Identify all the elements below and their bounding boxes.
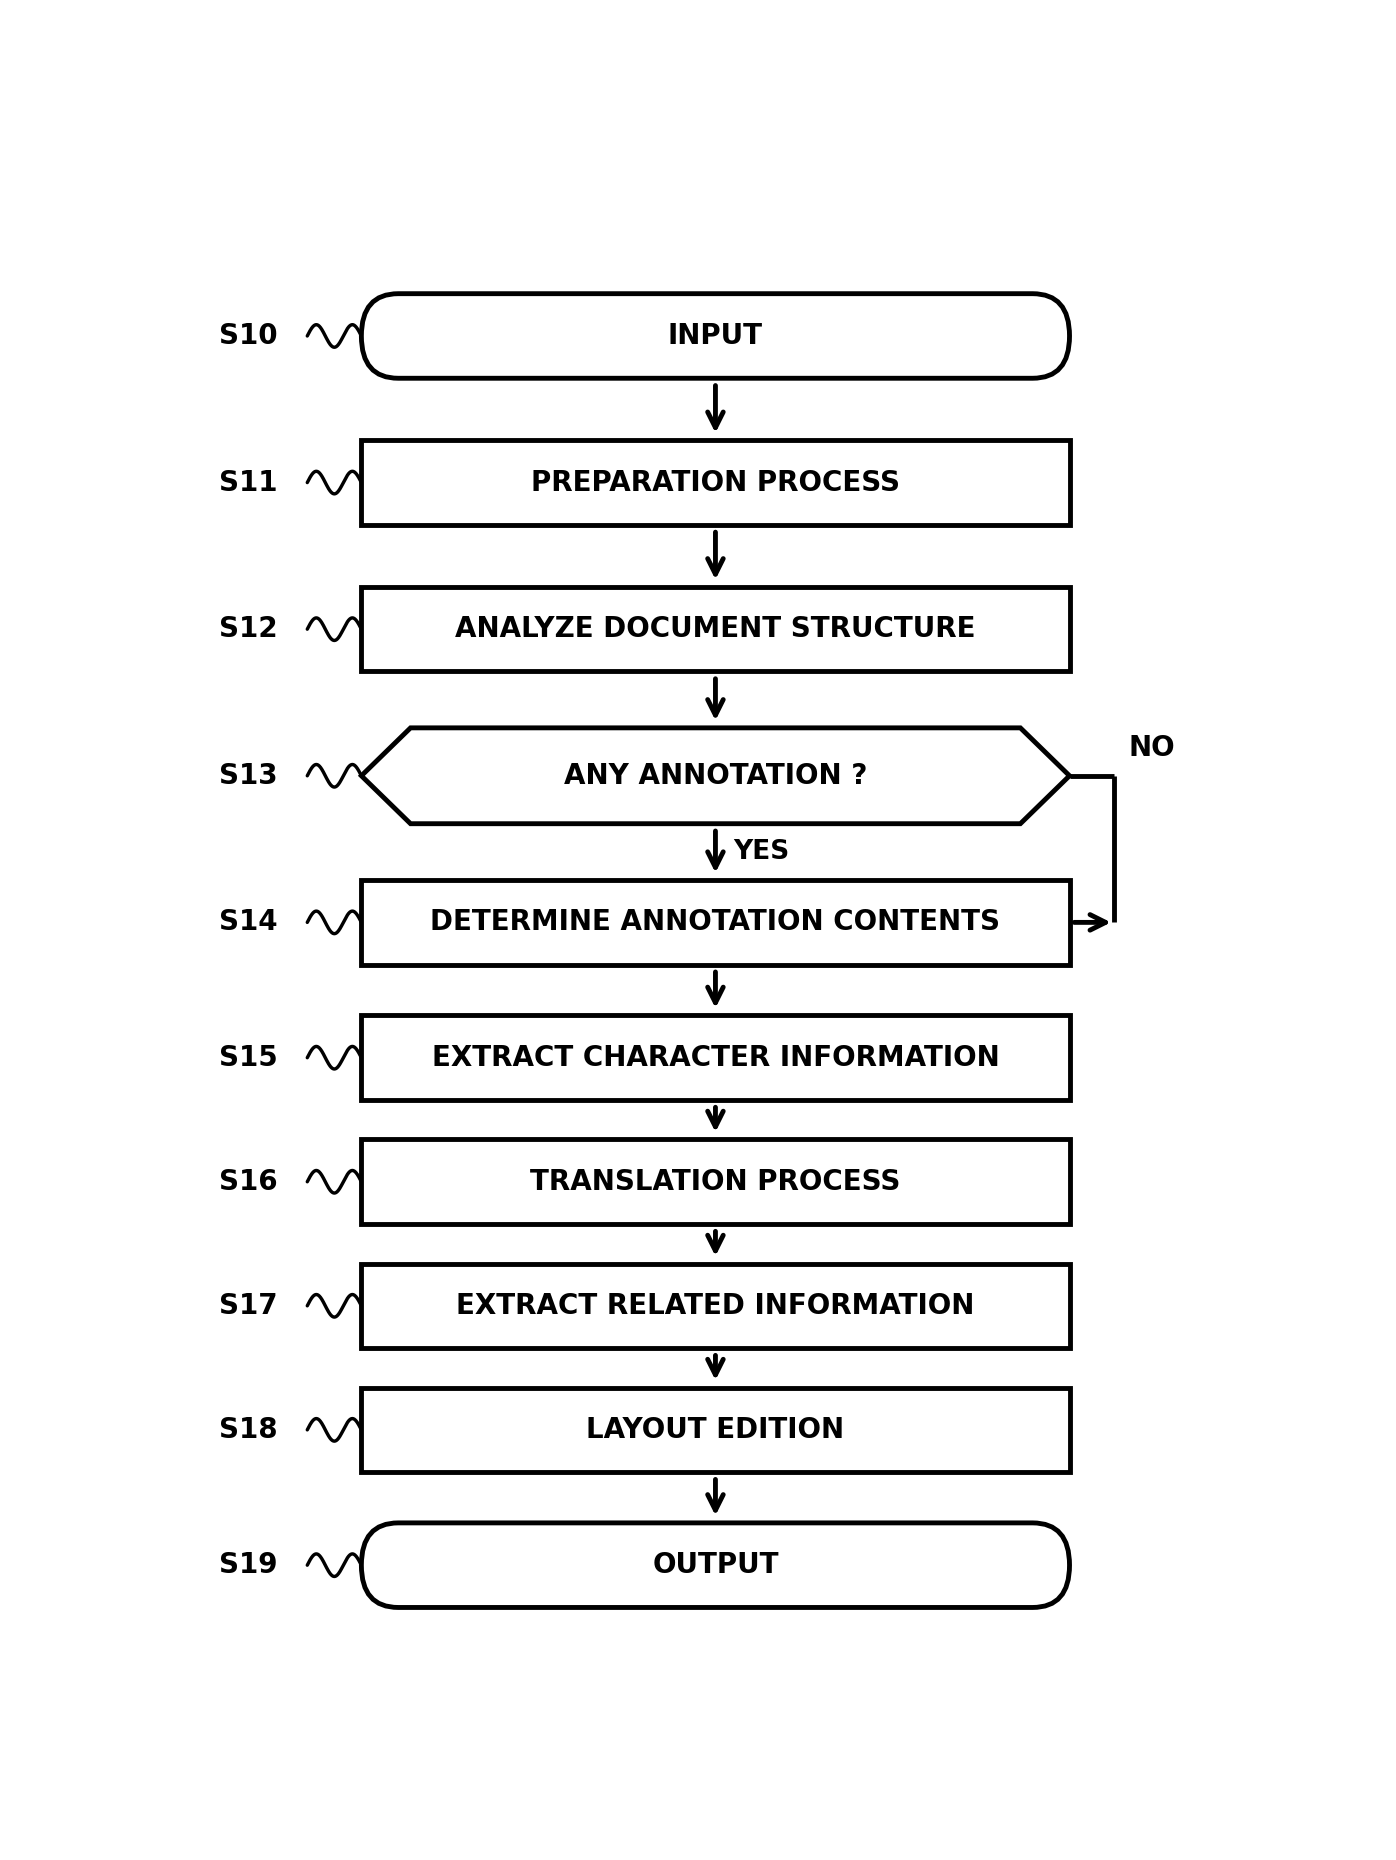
Bar — [362, 1016, 1069, 1099]
Text: DETERMINE ANNOTATION CONTENTS: DETERMINE ANNOTATION CONTENTS — [430, 908, 1001, 936]
Text: LAYOUT EDITION: LAYOUT EDITION — [586, 1415, 845, 1443]
FancyBboxPatch shape — [362, 294, 1069, 378]
Bar — [362, 441, 1069, 525]
Text: S17: S17 — [219, 1293, 278, 1321]
Text: YES: YES — [733, 839, 789, 865]
Text: S11: S11 — [219, 469, 278, 497]
Text: NO: NO — [1128, 735, 1175, 763]
Bar — [362, 588, 1069, 671]
Text: OUTPUT: OUTPUT — [652, 1551, 779, 1579]
Text: INPUT: INPUT — [667, 322, 764, 350]
Text: PREPARATION PROCESS: PREPARATION PROCESS — [530, 469, 900, 497]
Text: S13: S13 — [219, 763, 278, 790]
Bar — [362, 1388, 1069, 1471]
Bar — [362, 1263, 1069, 1348]
FancyBboxPatch shape — [362, 1523, 1069, 1607]
Text: TRANSLATION PROCESS: TRANSLATION PROCESS — [530, 1168, 900, 1196]
Text: EXTRACT RELATED INFORMATION: EXTRACT RELATED INFORMATION — [456, 1293, 974, 1321]
Text: S19: S19 — [219, 1551, 278, 1579]
Text: ANALYZE DOCUMENT STRUCTURE: ANALYZE DOCUMENT STRUCTURE — [455, 616, 976, 644]
Text: ANY ANNOTATION ?: ANY ANNOTATION ? — [564, 763, 867, 790]
Polygon shape — [362, 727, 1069, 824]
Text: S12: S12 — [219, 616, 278, 644]
Text: EXTRACT CHARACTER INFORMATION: EXTRACT CHARACTER INFORMATION — [431, 1043, 1000, 1071]
Bar — [362, 880, 1069, 965]
Text: S18: S18 — [219, 1415, 278, 1443]
Bar — [362, 1140, 1069, 1224]
Text: S16: S16 — [219, 1168, 278, 1196]
Text: S14: S14 — [219, 908, 278, 936]
Text: S10: S10 — [219, 322, 278, 350]
Text: S15: S15 — [219, 1043, 278, 1071]
